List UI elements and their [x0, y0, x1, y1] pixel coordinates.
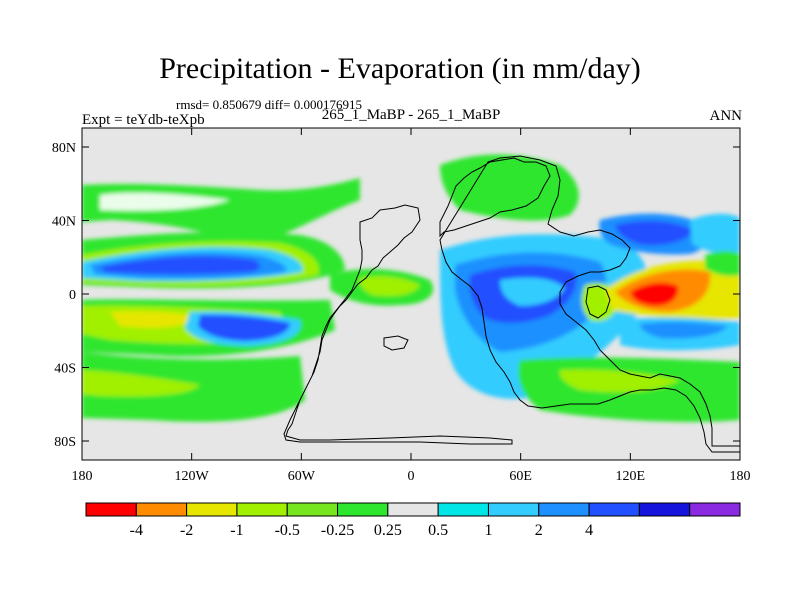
plot-title: Precipitation - Evaporation (in mm/day)	[159, 52, 641, 85]
colorbar: -4 -2 -1 -0.5 -0.25 0.25 0.5 1 2 4	[85, 502, 741, 539]
plot-subtitle: 265_1_MaBP - 265_1_MaBP	[321, 107, 501, 123]
colorbar-swatch	[689, 502, 741, 517]
colorbar-label: -2	[180, 522, 193, 539]
colorbar-swatch	[286, 502, 339, 517]
lon-tick-label: 180	[730, 469, 751, 484]
colorbar-swatch	[588, 502, 640, 517]
colorbar-swatch	[135, 502, 188, 517]
lon-tick-label: 120E	[616, 469, 646, 484]
colorbar-swatch	[487, 502, 540, 517]
colorbar-label: 4	[585, 522, 593, 539]
colorbar-swatch	[638, 502, 691, 517]
island-outline	[383, 335, 409, 351]
continent-outlines	[283, 155, 741, 453]
lat-tick-label: 80S	[54, 435, 76, 450]
colorbar-label: 0.5	[428, 522, 448, 539]
lon-tick-label: 120W	[175, 469, 210, 484]
lat-tick-label: 40N	[52, 215, 76, 230]
lon-tick-label: 60E	[509, 469, 532, 484]
colorbar-label: -0.25	[321, 522, 354, 539]
lat-tick-label: 80N	[52, 141, 76, 156]
colorbar-label: -1	[230, 522, 243, 539]
continent-outline-west	[283, 204, 513, 445]
experiment-label: Expt = teYdb-teXpb	[82, 112, 205, 128]
island-outline	[585, 285, 611, 319]
colorbar-swatch	[437, 502, 489, 517]
colorbar-label: -0.5	[275, 522, 300, 539]
map-plot-area	[81, 127, 741, 461]
colorbar-swatch	[538, 502, 590, 517]
colorbar-swatch	[236, 502, 288, 517]
season-label: ANN	[709, 108, 743, 124]
lon-tick-label: 0	[408, 469, 415, 484]
lat-tick-label: 0	[69, 288, 76, 303]
colorbar-swatch	[186, 502, 238, 517]
colorbar-swatch	[387, 502, 439, 517]
colorbar-swatch	[337, 502, 389, 517]
longitude-axis: 180 120W 60W 0 60E 120E 180	[72, 128, 751, 484]
continent-outline-east	[439, 155, 741, 453]
lat-tick-label: 40S	[54, 362, 76, 377]
colorbar-label: 1	[484, 522, 492, 539]
rmsd-diff-stats: rmsd= 0.850679 diff= 0.000176915	[176, 97, 362, 112]
lon-tick-label: 60W	[288, 469, 316, 484]
contour-fields	[82, 154, 740, 422]
latitude-axis: 80N 40N 0 40S 80S	[52, 141, 740, 450]
colorbar-label: 2	[535, 522, 543, 539]
colorbar-swatch	[85, 502, 137, 517]
colorbar-label: -4	[130, 522, 143, 539]
lon-tick-label: 180	[72, 469, 93, 484]
colorbar-label: 0.25	[374, 522, 402, 539]
